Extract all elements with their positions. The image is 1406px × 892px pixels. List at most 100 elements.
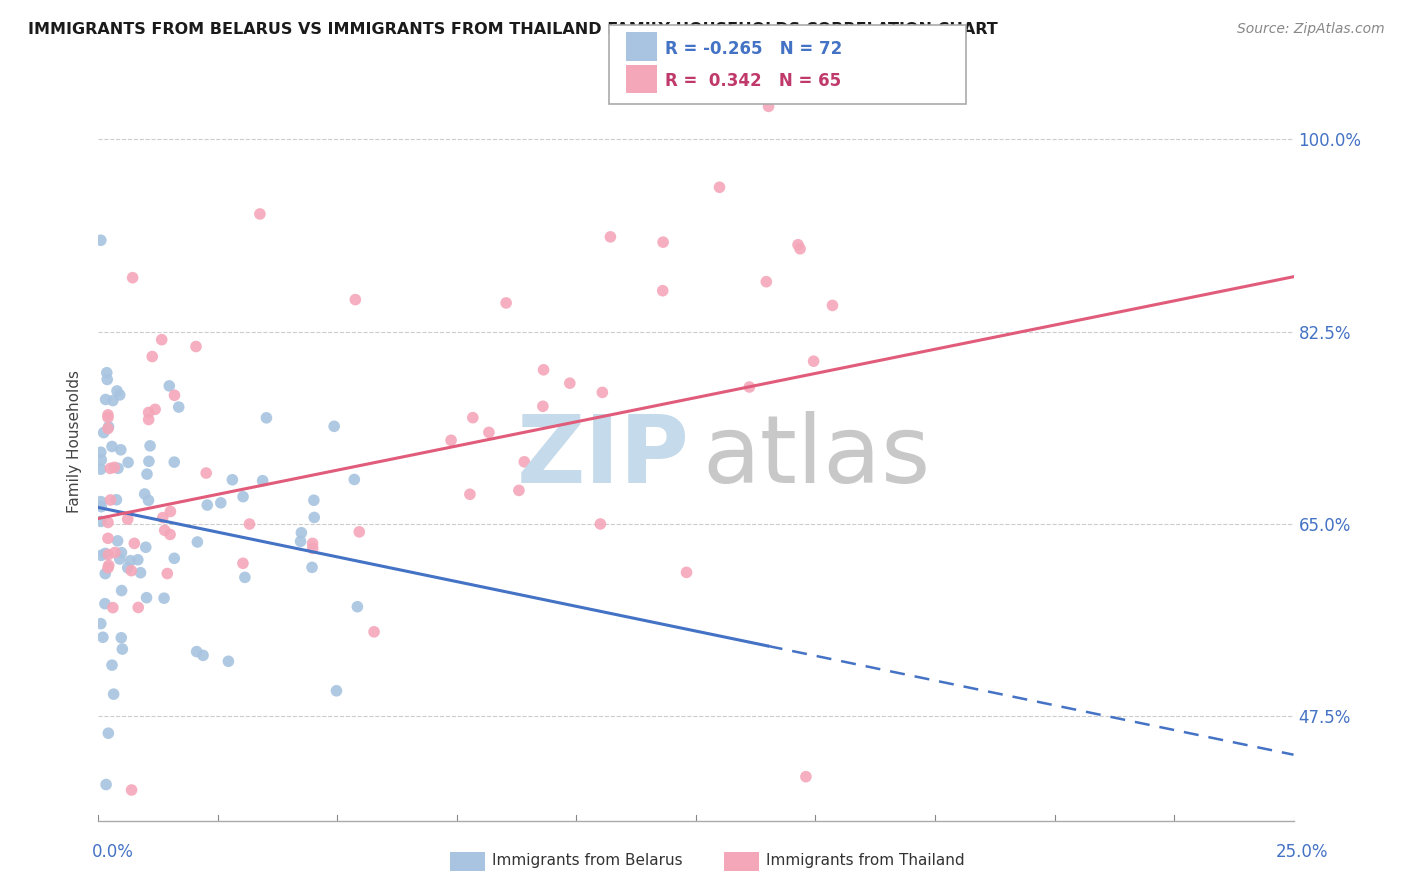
Point [153, 524, 176, 538]
Point [195, 466, 218, 480]
Point [323, 419, 346, 434]
Point [138, 412, 160, 426]
Text: Immigrants from Thailand: Immigrants from Thailand [766, 854, 965, 868]
Point [108, 552, 131, 566]
Point [508, 483, 530, 498]
Point [821, 298, 844, 312]
Point [186, 535, 208, 549]
Point [143, 402, 166, 417]
Point [107, 461, 129, 475]
Point [97, 516, 120, 530]
Point [238, 517, 260, 532]
Point [90, 453, 112, 467]
Point [738, 380, 761, 394]
Point [184, 339, 207, 353]
Point [163, 455, 186, 469]
Point [90, 494, 112, 508]
Point [94, 546, 117, 560]
Text: Source: ZipAtlas.com: Source: ZipAtlas.com [1237, 22, 1385, 37]
Point [249, 207, 271, 221]
Point [458, 487, 481, 501]
Point [531, 399, 554, 413]
Point [97, 421, 120, 435]
Point [97, 410, 120, 425]
Point [101, 658, 124, 673]
Point [135, 541, 157, 555]
Point [94, 778, 117, 792]
Point [90, 549, 112, 563]
Point [495, 296, 517, 310]
Point [157, 379, 180, 393]
Point [141, 350, 163, 364]
Point [302, 493, 325, 508]
Point [233, 570, 256, 584]
Point [97, 561, 120, 575]
Point [344, 293, 367, 307]
Point [651, 284, 673, 298]
Point [138, 493, 160, 508]
Point [110, 546, 132, 560]
Point [652, 235, 675, 249]
Point [301, 541, 323, 556]
Point [349, 524, 371, 539]
Point [558, 376, 581, 391]
Point [252, 474, 274, 488]
Point [789, 242, 811, 256]
Point [105, 384, 128, 398]
Point [124, 536, 146, 550]
Point [134, 487, 156, 501]
Point [117, 561, 139, 575]
Point [105, 492, 128, 507]
Point [97, 531, 120, 545]
Text: 0.0%: 0.0% [91, 843, 134, 861]
Text: R = -0.265   N = 72: R = -0.265 N = 72 [665, 40, 842, 58]
Point [533, 363, 555, 377]
Point [108, 388, 131, 402]
Point [96, 366, 118, 380]
Point [117, 512, 139, 526]
Point [90, 616, 112, 631]
Point [290, 525, 312, 540]
Point [191, 648, 214, 663]
Point [209, 496, 232, 510]
Point [138, 454, 160, 468]
Point [440, 434, 463, 448]
Point [129, 566, 152, 580]
Point [90, 515, 112, 529]
Point [110, 631, 132, 645]
Point [139, 439, 162, 453]
Point [301, 560, 323, 574]
Point [98, 461, 121, 475]
Text: 25.0%: 25.0% [1277, 843, 1329, 861]
Point [589, 516, 612, 531]
Point [97, 548, 120, 562]
Point [91, 630, 114, 644]
Point [93, 425, 115, 440]
Point [217, 654, 239, 668]
Point [232, 490, 254, 504]
Point [794, 770, 817, 784]
Text: IMMIGRANTS FROM BELARUS VS IMMIGRANTS FROM THAILAND FAMILY HOUSEHOLDS CORRELATIO: IMMIGRANTS FROM BELARUS VS IMMIGRANTS FR… [28, 22, 998, 37]
Point [599, 230, 621, 244]
Point [94, 566, 117, 581]
Point [163, 388, 186, 402]
Point [127, 600, 149, 615]
Point [97, 558, 120, 573]
Point [111, 642, 134, 657]
Point [461, 410, 484, 425]
Point [301, 536, 323, 550]
Point [117, 455, 139, 469]
Point [156, 566, 179, 581]
Point [90, 445, 112, 459]
Point [94, 392, 117, 407]
Point [152, 510, 174, 524]
Point [110, 442, 132, 457]
Point [755, 275, 778, 289]
Point [256, 410, 278, 425]
Point [591, 385, 613, 400]
Point [96, 372, 118, 386]
Point [195, 498, 218, 512]
Point [153, 591, 176, 606]
Point [110, 583, 132, 598]
Point [709, 180, 731, 194]
